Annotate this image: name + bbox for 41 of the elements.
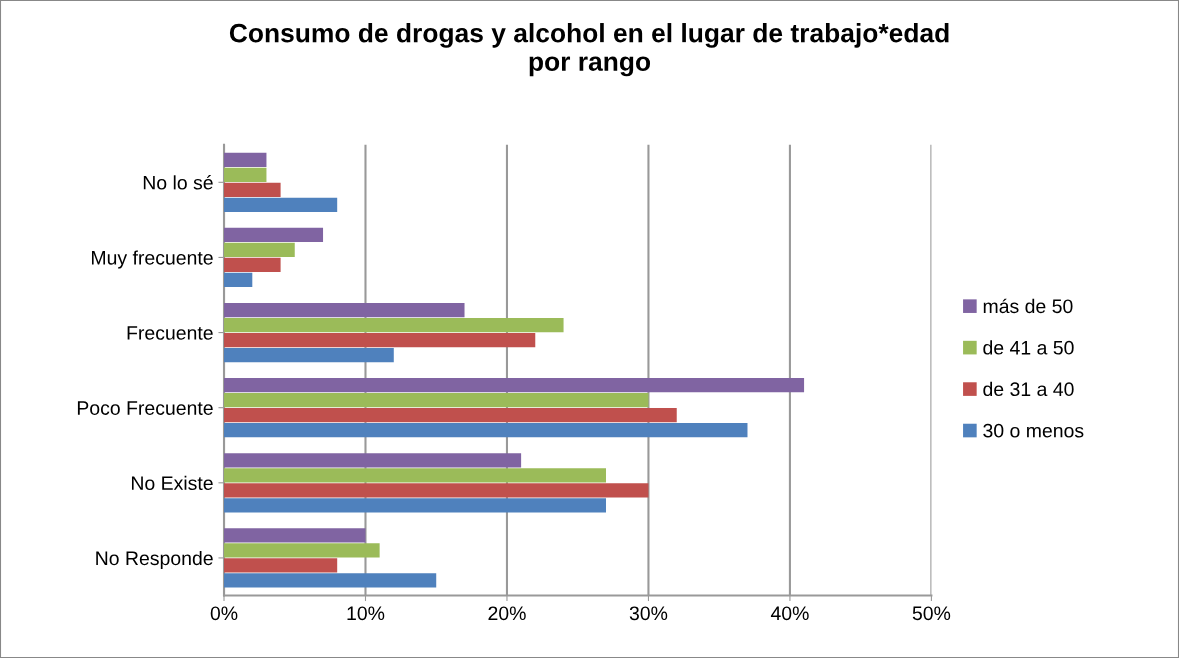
y-tick-label: No Responde (96, 550, 213, 570)
bar (224, 483, 649, 498)
x-tick-label: 10% (347, 606, 385, 621)
bar (224, 573, 437, 588)
bar (224, 393, 649, 408)
y-tick-label: Muy frecuente (91, 250, 213, 269)
bar (224, 182, 281, 197)
x-tick-label: 40% (770, 606, 809, 621)
bar (224, 468, 607, 483)
bar (224, 378, 805, 393)
y-tick-label: Frecuente (127, 326, 213, 340)
chart-title: Consumo de drogas y alcohol en el lugar de trabajo*edad por rango (229, 23, 949, 77)
legend-label: 30 o menos (983, 423, 1084, 438)
bar (224, 272, 253, 288)
bar (224, 332, 536, 348)
bar (224, 227, 324, 243)
legend-label: más de 50 (983, 298, 1073, 314)
bar (224, 543, 380, 558)
bar (224, 317, 564, 333)
x-tick-label: 50% (912, 606, 951, 621)
bar (224, 167, 267, 182)
x-tick-label: 30% (629, 606, 668, 621)
bar (224, 257, 281, 273)
y-tick-label: Poco Frecuente (77, 401, 213, 415)
x-tick-label: 0% (210, 606, 238, 621)
bar (224, 242, 295, 258)
bar (224, 498, 607, 513)
y-tick-label: No Existe (131, 475, 213, 491)
y-tick-label: No lo sé (143, 175, 213, 190)
x-tick-label: 20% (488, 606, 526, 621)
legend-label: de 41 a 50 (983, 340, 1074, 355)
bar (224, 408, 677, 423)
bar (224, 302, 465, 318)
bar (224, 347, 394, 363)
bar (224, 197, 338, 212)
bar (224, 423, 748, 438)
legend-label: de 31 a 40 (983, 381, 1074, 397)
bar (224, 558, 338, 573)
bar (224, 528, 366, 543)
bar (224, 453, 522, 468)
bar (224, 152, 267, 167)
